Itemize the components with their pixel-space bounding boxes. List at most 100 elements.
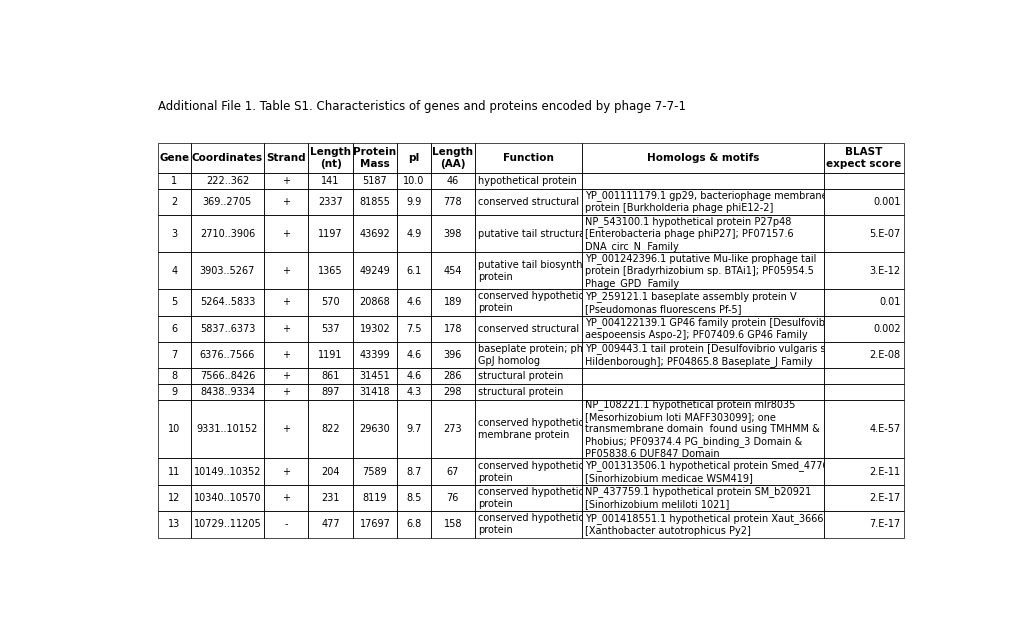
Bar: [396, 342, 430, 368]
Bar: [396, 289, 430, 316]
Text: 8119: 8119: [363, 493, 387, 503]
Bar: [475, 368, 582, 384]
Text: 6: 6: [171, 324, 177, 334]
Bar: [157, 342, 191, 368]
Bar: [308, 400, 353, 458]
Text: Homologs & motifs: Homologs & motifs: [646, 153, 759, 163]
Text: Coordinates: Coordinates: [192, 153, 263, 163]
Text: 43692: 43692: [360, 229, 390, 239]
Text: +: +: [282, 371, 289, 381]
Bar: [582, 458, 823, 485]
Bar: [430, 252, 475, 289]
Bar: [353, 252, 396, 289]
Bar: [157, 485, 191, 511]
Bar: [396, 458, 430, 485]
Bar: [430, 458, 475, 485]
Text: 897: 897: [321, 387, 339, 397]
Bar: [823, 316, 903, 342]
Bar: [582, 400, 823, 458]
Text: 4.9: 4.9: [406, 229, 421, 239]
Bar: [264, 342, 308, 368]
Bar: [308, 485, 353, 511]
Bar: [823, 368, 903, 384]
Text: 141: 141: [321, 176, 339, 186]
Bar: [264, 252, 308, 289]
Bar: [308, 252, 353, 289]
Bar: [582, 368, 823, 384]
Text: conserved structural protein: conserved structural protein: [478, 324, 616, 334]
Text: 9331..10152: 9331..10152: [197, 424, 258, 435]
Bar: [582, 384, 823, 400]
Bar: [191, 511, 264, 537]
Text: 2337: 2337: [318, 197, 342, 207]
Text: 396: 396: [443, 350, 462, 360]
Text: conserved hypothetical
protein: conserved hypothetical protein: [478, 461, 592, 483]
Bar: [157, 316, 191, 342]
Text: 189: 189: [443, 298, 462, 308]
Bar: [823, 384, 903, 400]
Text: 9.7: 9.7: [406, 424, 421, 435]
Bar: [475, 252, 582, 289]
Bar: [191, 458, 264, 485]
Text: YP_259121.1 baseplate assembly protein V
[Pseudomonas fluorescens Pf-5]: YP_259121.1 baseplate assembly protein V…: [585, 291, 796, 314]
Text: YP_009443.1 tail protein [Desulfovibrio vulgaris str.
Hildenborough]; PF04865.8 : YP_009443.1 tail protein [Desulfovibrio …: [585, 344, 836, 367]
Bar: [823, 485, 903, 511]
Bar: [582, 511, 823, 537]
Bar: [823, 252, 903, 289]
Bar: [191, 485, 264, 511]
Bar: [582, 144, 823, 173]
Bar: [396, 189, 430, 215]
Bar: [264, 400, 308, 458]
Text: YP_001418551.1 hypothetical protein Xaut_3666
[Xanthobacter autotrophicus Py2]: YP_001418551.1 hypothetical protein Xaut…: [585, 513, 823, 536]
Bar: [157, 400, 191, 458]
Text: 11: 11: [168, 467, 180, 477]
Bar: [157, 368, 191, 384]
Text: 2.E-08: 2.E-08: [868, 350, 900, 360]
Bar: [353, 458, 396, 485]
Text: 2.E-11: 2.E-11: [868, 467, 900, 477]
Text: 1: 1: [171, 176, 177, 186]
Text: 5.E-07: 5.E-07: [868, 229, 900, 239]
Text: 369..2705: 369..2705: [203, 197, 252, 207]
Text: -: -: [284, 519, 287, 529]
Bar: [264, 173, 308, 189]
Text: 9.9: 9.9: [406, 197, 421, 207]
Bar: [308, 144, 353, 173]
Bar: [430, 289, 475, 316]
Text: 19302: 19302: [360, 324, 390, 334]
Bar: [475, 316, 582, 342]
Text: YP_001111179.1 gp29, bacteriophage membrane
protein [Burkholderia phage phiE12-2: YP_001111179.1 gp29, bacteriophage membr…: [585, 191, 827, 214]
Bar: [430, 173, 475, 189]
Text: 7566..8426: 7566..8426: [200, 371, 255, 381]
Bar: [264, 189, 308, 215]
Bar: [353, 384, 396, 400]
Text: 29630: 29630: [360, 424, 390, 435]
Bar: [353, 173, 396, 189]
Text: BLAST
expect score: BLAST expect score: [825, 147, 901, 169]
Bar: [396, 173, 430, 189]
Bar: [157, 511, 191, 537]
Bar: [191, 215, 264, 252]
Text: 5187: 5187: [363, 176, 387, 186]
Text: 2.E-17: 2.E-17: [868, 493, 900, 503]
Bar: [353, 511, 396, 537]
Bar: [430, 368, 475, 384]
Bar: [430, 485, 475, 511]
Text: 67: 67: [446, 467, 459, 477]
Text: 570: 570: [321, 298, 339, 308]
Bar: [430, 215, 475, 252]
Bar: [475, 511, 582, 537]
Text: 4: 4: [171, 266, 177, 275]
Text: putative tail structural protein: putative tail structural protein: [478, 229, 626, 239]
Bar: [475, 342, 582, 368]
Bar: [582, 485, 823, 511]
Bar: [264, 316, 308, 342]
Text: 7.E-17: 7.E-17: [868, 519, 900, 529]
Bar: [191, 252, 264, 289]
Bar: [475, 400, 582, 458]
Bar: [191, 316, 264, 342]
Bar: [823, 173, 903, 189]
Bar: [308, 342, 353, 368]
Bar: [157, 144, 191, 173]
Text: 477: 477: [321, 519, 339, 529]
